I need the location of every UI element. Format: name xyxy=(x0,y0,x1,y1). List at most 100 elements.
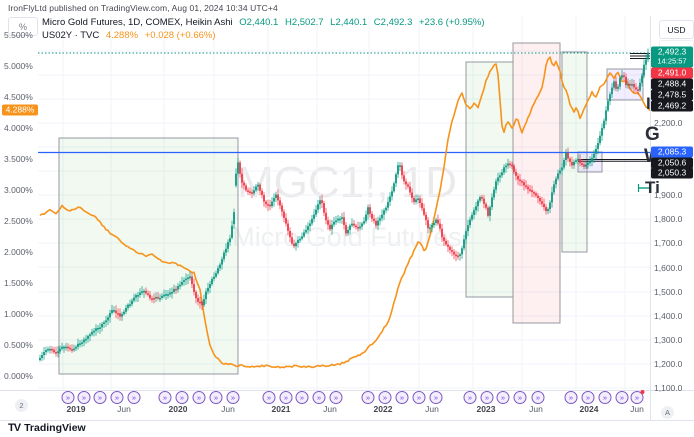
price-label: 2,478.5 xyxy=(651,89,693,101)
time-axis-label: Jun xyxy=(630,404,644,414)
contract-event-icon[interactable]: » xyxy=(192,391,206,404)
time-axis-label: Jun xyxy=(529,404,543,414)
contract-event-icon[interactable]: » xyxy=(564,391,578,404)
left-axis-tick: 2.500% xyxy=(4,216,33,226)
right-axis-tick: 2,200.0 xyxy=(654,118,683,128)
contract-event-icon[interactable]: » xyxy=(429,391,443,404)
publish-header: IronFlyLtd published on TradingView.com,… xyxy=(8,3,278,13)
right-axis-tick: 1,700.0 xyxy=(654,238,683,248)
tradingview-attribution[interactable]: TV TradingView xyxy=(8,422,86,434)
right-axis-tick: 1,600.0 xyxy=(654,263,683,273)
contract-event-icon[interactable]: » xyxy=(175,391,189,404)
auto-scale-badge[interactable]: A xyxy=(661,406,674,419)
ohlc-close: C2,492.3 xyxy=(373,17,413,28)
price-label: 2,050.3 xyxy=(651,167,693,179)
overlay-text-g: G xyxy=(645,124,660,145)
right-axis-tick: 1,900.0 xyxy=(654,190,683,200)
price-label: 2,050.6 xyxy=(651,157,693,169)
tradingview-logo-icon: TV xyxy=(8,422,21,434)
countdown-timer: 14:25:57 xyxy=(657,56,687,66)
legend-overlay-series[interactable]: US02Y · TVC 4.288% +0.028 (+0.66%) xyxy=(42,29,489,42)
contract-event-icon[interactable]: » xyxy=(226,391,240,404)
contract-event-icon[interactable]: » xyxy=(158,391,172,404)
ohlc-high: H2,502.7 xyxy=(284,17,324,28)
contract-event-icon[interactable]: » xyxy=(295,391,309,404)
contract-event-icon[interactable]: » xyxy=(480,391,494,404)
rectangle-drawings[interactable] xyxy=(58,42,644,375)
left-scale-unit-button[interactable]: % xyxy=(8,17,38,36)
time-axis-label: 2024 xyxy=(579,404,599,414)
time-axis-label: 2019 xyxy=(66,404,86,414)
contract-event-icon[interactable]: » xyxy=(279,391,293,404)
contract-event-icon[interactable]: » xyxy=(581,391,595,404)
time-axis-label: 2022 xyxy=(373,404,393,414)
contract-event-icon[interactable]: » xyxy=(262,391,276,404)
contract-event-icon[interactable]: » xyxy=(378,391,392,404)
time-axis-label: 2023 xyxy=(476,404,496,414)
us02y-yield-line[interactable] xyxy=(39,56,650,369)
grid-lines xyxy=(38,16,650,390)
ohlc-low: L2,440.1 xyxy=(330,17,368,28)
time-axis-label: Jun xyxy=(221,404,235,414)
contract-event-icon[interactable]: » xyxy=(209,391,223,404)
right-axis-tick: 1,800.0 xyxy=(654,214,683,224)
left-axis-tick: 1.000% xyxy=(4,309,33,319)
time-axis-label: Jun xyxy=(323,404,337,414)
left-axis-tick: 2.000% xyxy=(4,247,33,257)
overlay-symbol-title[interactable]: US02Y · TVC xyxy=(42,30,100,41)
right-axis-tick: 1,100.0 xyxy=(654,383,683,393)
contract-event-icon[interactable]: » xyxy=(312,391,326,404)
left-axis-tick: 0.500% xyxy=(4,340,33,350)
gold-heikin-ashi-candles[interactable] xyxy=(39,48,649,362)
contract-event-icon[interactable]: » xyxy=(127,391,141,404)
notification-dot xyxy=(640,390,645,394)
objects-count-badge[interactable]: 2 xyxy=(15,399,28,412)
change-value: +23.6 (+0.95%) xyxy=(419,17,485,28)
contract-event-icon[interactable]: » xyxy=(110,391,124,404)
left-axis-tick: 4.000% xyxy=(4,123,33,133)
us02y-last-value-label: 4.288% xyxy=(2,104,38,116)
contract-event-icon[interactable]: » xyxy=(496,391,510,404)
left-axis-tick: 3.500% xyxy=(4,154,33,164)
contract-event-icon[interactable]: » xyxy=(395,391,409,404)
contract-event-icon[interactable]: » xyxy=(513,391,527,404)
right-axis-tick: 1,200.0 xyxy=(654,359,683,369)
contract-event-icon[interactable]: » xyxy=(531,391,545,404)
left-axis-tick: 5.000% xyxy=(4,61,33,71)
currency-button[interactable]: USD xyxy=(659,20,694,39)
right-axis-tick: 1,400.0 xyxy=(654,311,683,321)
contract-event-icon[interactable]: » xyxy=(77,391,91,404)
time-axis-label: 2021 xyxy=(271,404,291,414)
time-axis-label: Jun xyxy=(425,404,439,414)
contract-event-icon[interactable]: » xyxy=(93,391,107,404)
overlay-text-ti: Ti xyxy=(645,178,660,197)
left-axis-tick: 4.500% xyxy=(4,92,33,102)
time-axis-label: Jun xyxy=(117,404,131,414)
left-axis-tick: 5.500% xyxy=(4,30,33,40)
contract-event-icon[interactable]: » xyxy=(61,391,75,404)
contract-event-icon[interactable]: » xyxy=(329,391,343,404)
contract-event-icon[interactable]: » xyxy=(598,391,612,404)
right-axis-tick: 1,500.0 xyxy=(654,287,683,297)
left-axis-tick: 1.500% xyxy=(4,278,33,288)
price-label: 2,492.3 14:25:57 xyxy=(651,46,693,68)
contract-event-icon[interactable]: » xyxy=(630,390,645,404)
overlay-value: 4.288% xyxy=(105,30,139,41)
time-axis-label: 2020 xyxy=(168,404,188,414)
contract-event-icon[interactable]: » xyxy=(615,391,629,404)
contract-event-icon[interactable]: » xyxy=(412,391,426,404)
left-axis-tick: 3.000% xyxy=(4,185,33,195)
price-label: 2,085.3 xyxy=(651,146,693,158)
contract-event-icon[interactable]: » xyxy=(463,391,477,404)
legend: Micro Gold Futures, 1D, COMEX, Heikin As… xyxy=(42,16,489,42)
symbol-title[interactable]: Micro Gold Futures, 1D, COMEX, Heikin As… xyxy=(42,17,233,28)
overlay-change: +0.028 (+0.66%) xyxy=(144,30,216,41)
footer-divider xyxy=(0,420,694,421)
contract-event-icon[interactable]: » xyxy=(361,391,375,404)
right-axis-tick: 1,300.0 xyxy=(654,335,683,345)
tradingview-brand-text: TradingView xyxy=(24,422,86,434)
legend-main-series[interactable]: Micro Gold Futures, 1D, COMEX, Heikin As… xyxy=(42,16,489,29)
left-axis-tick: 0.000% xyxy=(4,371,33,381)
